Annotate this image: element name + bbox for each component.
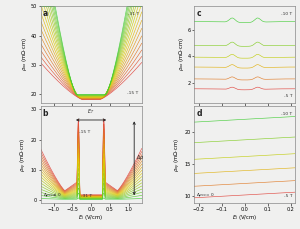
Text: a: a — [43, 9, 48, 18]
Text: $\Delta\rho_{xx}\neq0$: $\Delta\rho_{xx}\neq0$ — [43, 191, 61, 199]
Text: -31 T: -31 T — [81, 194, 92, 198]
Text: -10 T: -10 T — [281, 112, 292, 116]
Y-axis label: $\rho_{xx}$ (m$\Omega$$\cdot$cm): $\rho_{xx}$ (m$\Omega$$\cdot$cm) — [177, 38, 186, 71]
Text: $\Delta\rho$: $\Delta\rho$ — [136, 153, 145, 162]
Text: -15 T: -15 T — [128, 91, 139, 95]
Text: -31 T: -31 T — [128, 12, 139, 16]
Text: -5 T: -5 T — [284, 94, 292, 98]
Y-axis label: $\rho_{xy}$ (m$\Omega$$\cdot$cm): $\rho_{xy}$ (m$\Omega$$\cdot$cm) — [172, 138, 183, 172]
X-axis label: $E_l$ (V/cm): $E_l$ (V/cm) — [79, 213, 104, 222]
Text: -5 T: -5 T — [284, 194, 292, 198]
Text: $\Delta\rho_{xx}=0$: $\Delta\rho_{xx}=0$ — [196, 191, 215, 199]
Text: $E_T$: $E_T$ — [87, 107, 95, 116]
X-axis label: $E_l$ (V/cm): $E_l$ (V/cm) — [232, 213, 257, 222]
Text: d: d — [196, 109, 202, 118]
Text: -10 T: -10 T — [281, 12, 292, 16]
Text: c: c — [196, 9, 201, 18]
Y-axis label: $\rho_{xx}$ (m$\Omega$$\cdot$cm): $\rho_{xx}$ (m$\Omega$$\cdot$cm) — [20, 38, 29, 71]
Text: b: b — [43, 109, 48, 118]
Y-axis label: $\rho_{xy}$ (m$\Omega$$\cdot$cm): $\rho_{xy}$ (m$\Omega$$\cdot$cm) — [19, 138, 29, 172]
Text: -15 T: -15 T — [79, 130, 90, 134]
